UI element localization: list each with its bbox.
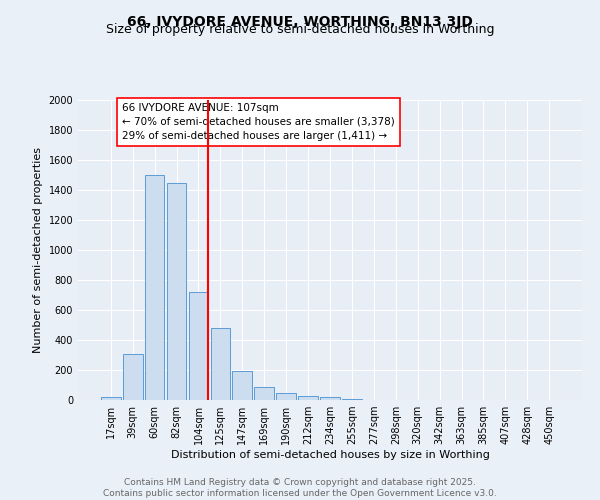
Bar bbox=[211, 328, 230, 400]
Bar bbox=[167, 182, 187, 400]
Bar bbox=[101, 397, 121, 400]
Bar bbox=[298, 396, 318, 400]
Bar bbox=[254, 386, 274, 400]
Bar bbox=[342, 398, 362, 400]
X-axis label: Distribution of semi-detached houses by size in Worthing: Distribution of semi-detached houses by … bbox=[170, 450, 490, 460]
Text: Contains HM Land Registry data © Crown copyright and database right 2025.
Contai: Contains HM Land Registry data © Crown c… bbox=[103, 478, 497, 498]
Text: 66, IVYDORE AVENUE, WORTHING, BN13 3JD: 66, IVYDORE AVENUE, WORTHING, BN13 3JD bbox=[127, 15, 473, 29]
Y-axis label: Number of semi-detached properties: Number of semi-detached properties bbox=[33, 147, 43, 353]
Bar bbox=[232, 371, 252, 400]
Bar bbox=[145, 175, 164, 400]
Bar bbox=[320, 397, 340, 400]
Bar bbox=[123, 354, 143, 400]
Bar bbox=[276, 393, 296, 400]
Text: 66 IVYDORE AVENUE: 107sqm
← 70% of semi-detached houses are smaller (3,378)
29% : 66 IVYDORE AVENUE: 107sqm ← 70% of semi-… bbox=[122, 103, 394, 141]
Bar bbox=[188, 292, 208, 400]
Text: Size of property relative to semi-detached houses in Worthing: Size of property relative to semi-detach… bbox=[106, 22, 494, 36]
